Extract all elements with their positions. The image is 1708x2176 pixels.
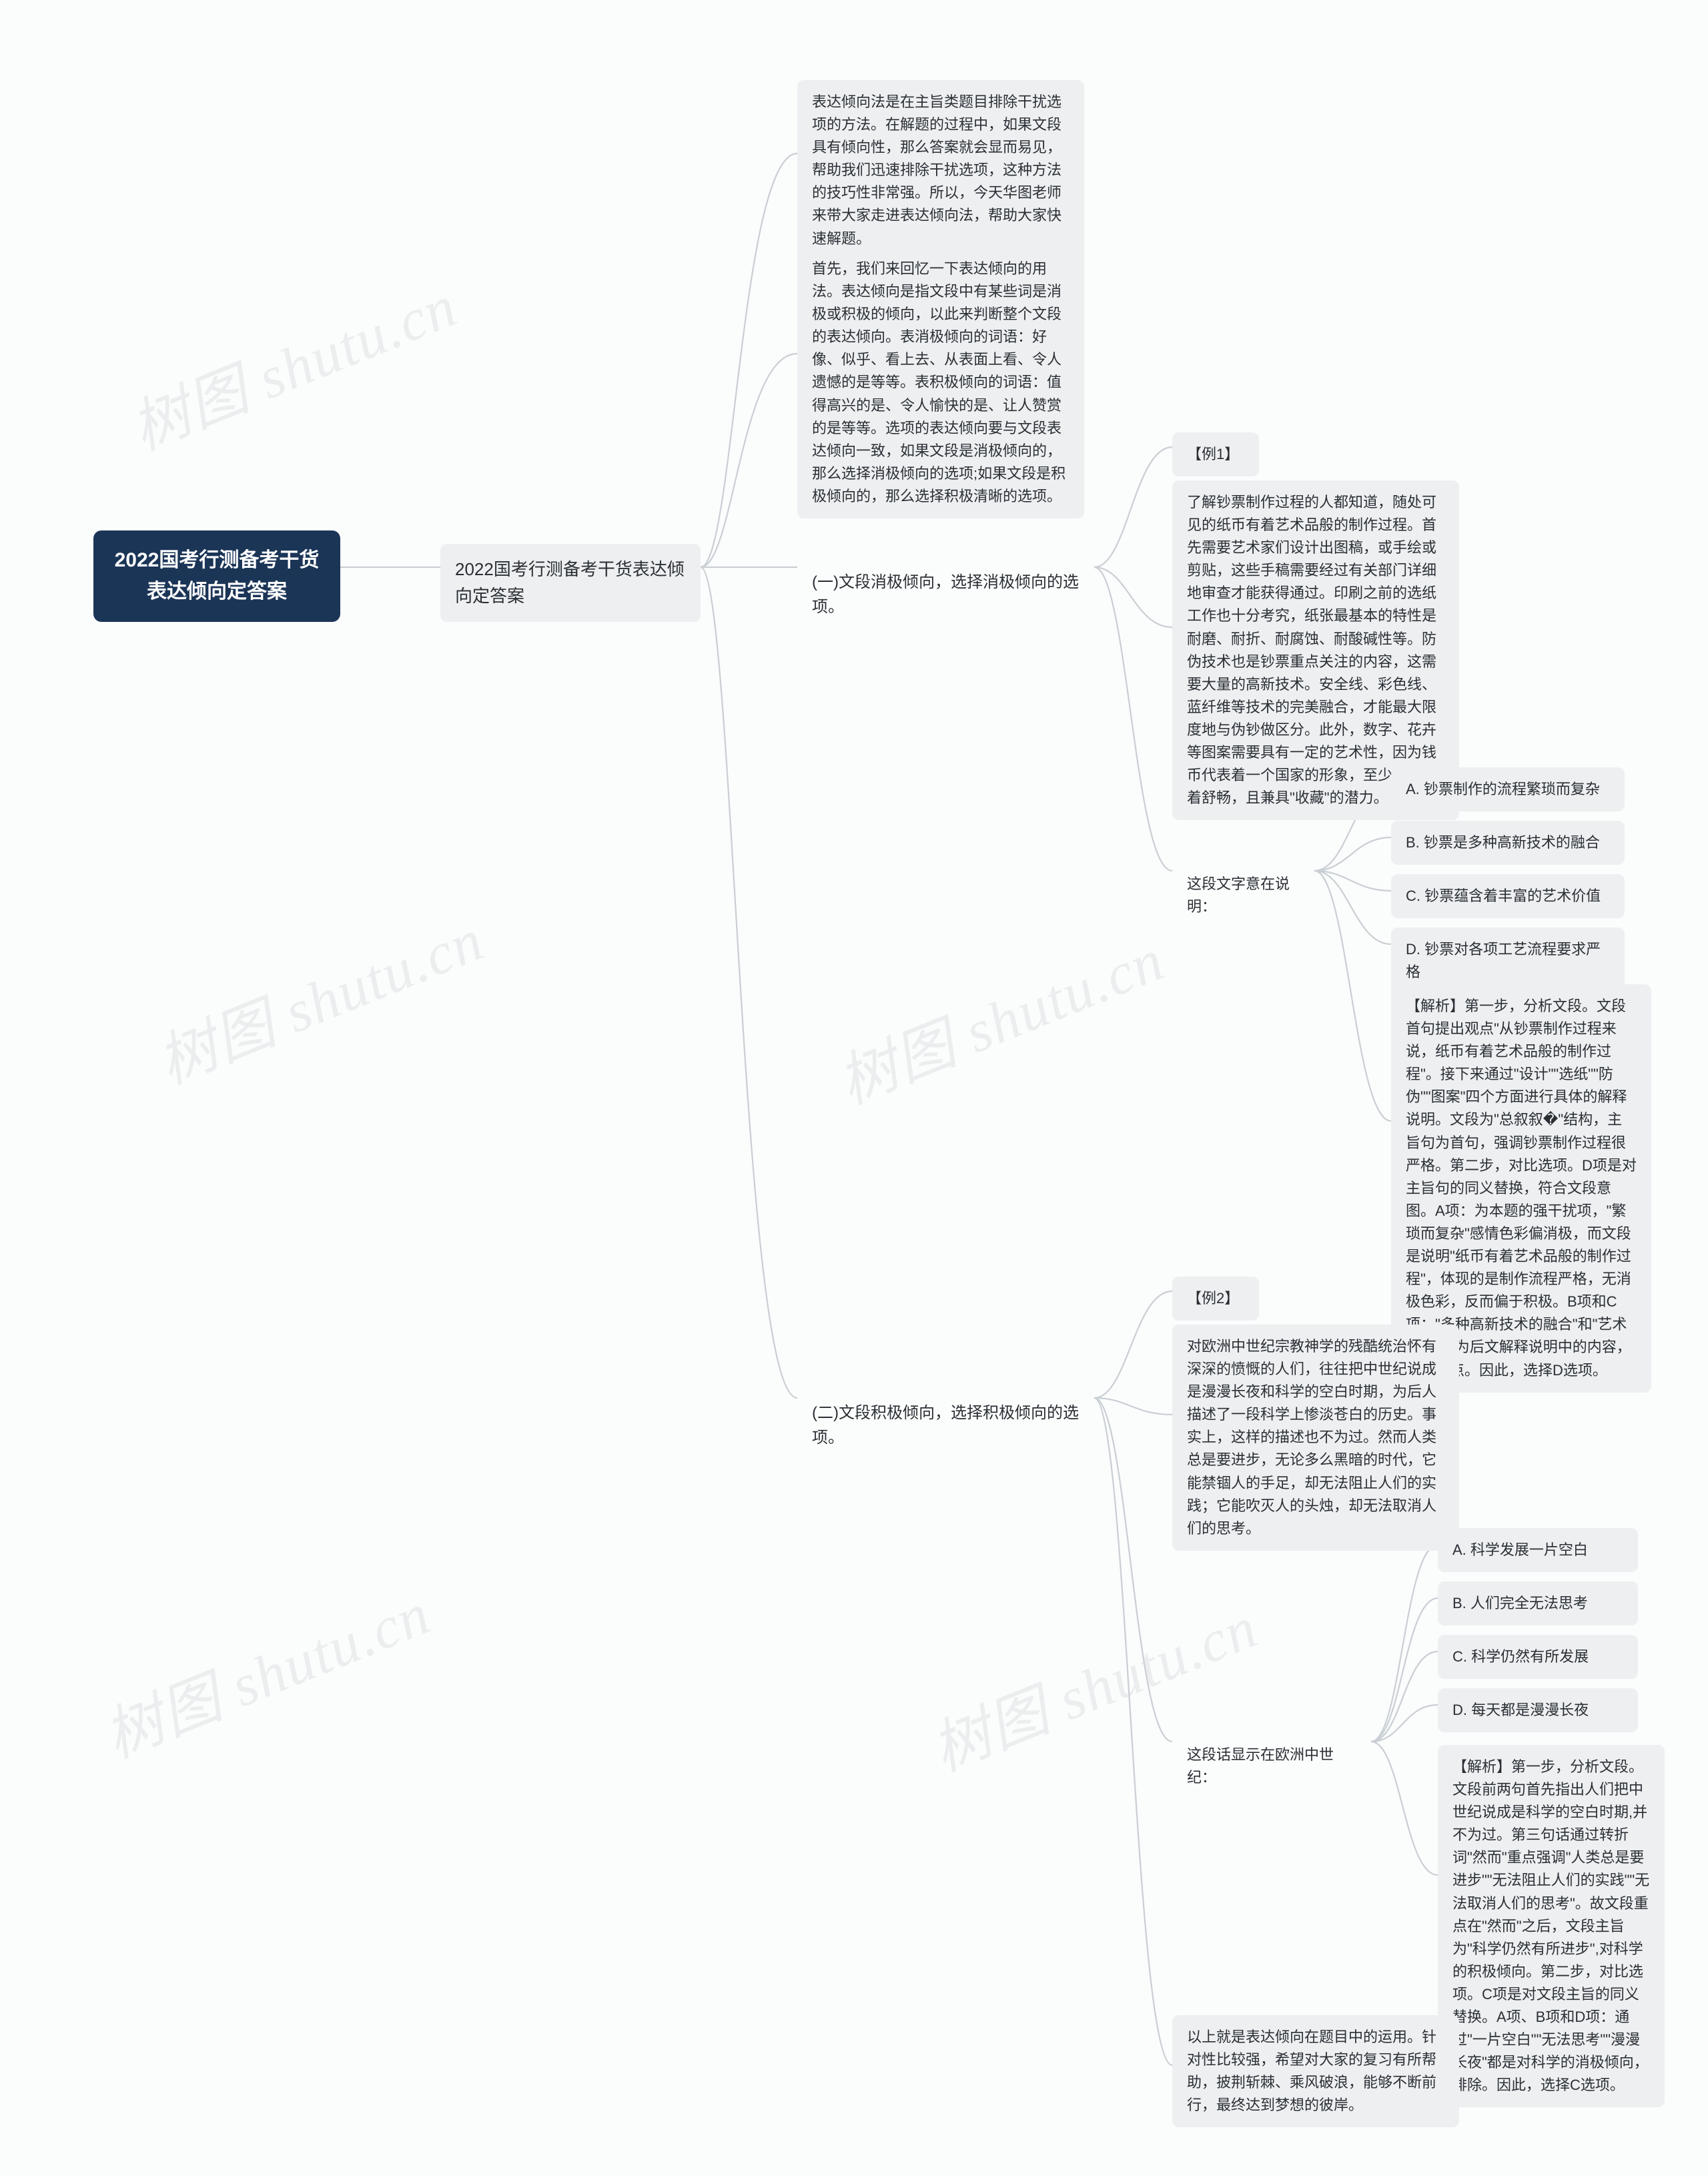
example2-analysis: 【解析】第一步，分析文段。文段前两句首先指出人们把中世纪说成是科学的空白时期,并… (1438, 1745, 1665, 2107)
example2-label: 【例2】 (1172, 1277, 1259, 1321)
watermark: 树图 shutu.cn (143, 893, 494, 1100)
intro2-box: 首先，我们来回忆一下表达倾向的用法。表达倾向是指文段中有某些词是消极或积极的倾向… (797, 247, 1084, 518)
example1-option-a: A. 钞票制作的流程繁琐而复杂 (1391, 767, 1625, 811)
example1-option-c: C. 钞票蕴含着丰富的艺术价值 (1391, 874, 1625, 918)
example2-option-a: A. 科学发展一片空白 (1438, 1528, 1638, 1572)
watermark: 树图 shutu.cn (117, 259, 468, 466)
closing-box: 以上就是表达倾向在题目中的运用。针对性比较强，希望对大家的复习有所帮助，披荆斩棘… (1172, 2015, 1459, 2127)
watermark: 树图 shutu.cn (824, 913, 1175, 1120)
example2-option-b: B. 人们完全无法思考 (1438, 1581, 1638, 1625)
watermark: 树图 shutu.cn (90, 1567, 441, 1774)
example2-option-c: C. 科学仍然有所发展 (1438, 1635, 1638, 1679)
section1-heading: (一)文段消极倾向，选择消极倾向的选项。 (797, 559, 1098, 630)
example2-stem: 这段话显示在欧洲中世纪： (1172, 1733, 1372, 1800)
example1-stem: 这段文字意在说明： (1172, 862, 1319, 929)
intro1-box: 表达倾向法是在主旨类题目排除干扰选项的方法。在解题的过程中，如果文段具有倾向性，… (797, 80, 1084, 261)
example2-passage: 对欧洲中世纪宗教神学的残酷统治怀有深深的愤慨的人们，往往把中世纪说成是漫漫长夜和… (1172, 1325, 1459, 1551)
example2-option-d: D. 每天都是漫漫长夜 (1438, 1688, 1638, 1732)
example1-option-b: B. 钞票是多种高新技术的融合 (1391, 821, 1625, 865)
section2-heading: (二)文段积极倾向，选择积极倾向的选项。 (797, 1390, 1098, 1461)
example1-label: 【例1】 (1172, 432, 1259, 476)
root-node: 2022国考行测备考干货表达倾向定答案 (93, 530, 340, 622)
level1-node: 2022国考行测备考干货表达倾向定答案 (440, 544, 701, 622)
